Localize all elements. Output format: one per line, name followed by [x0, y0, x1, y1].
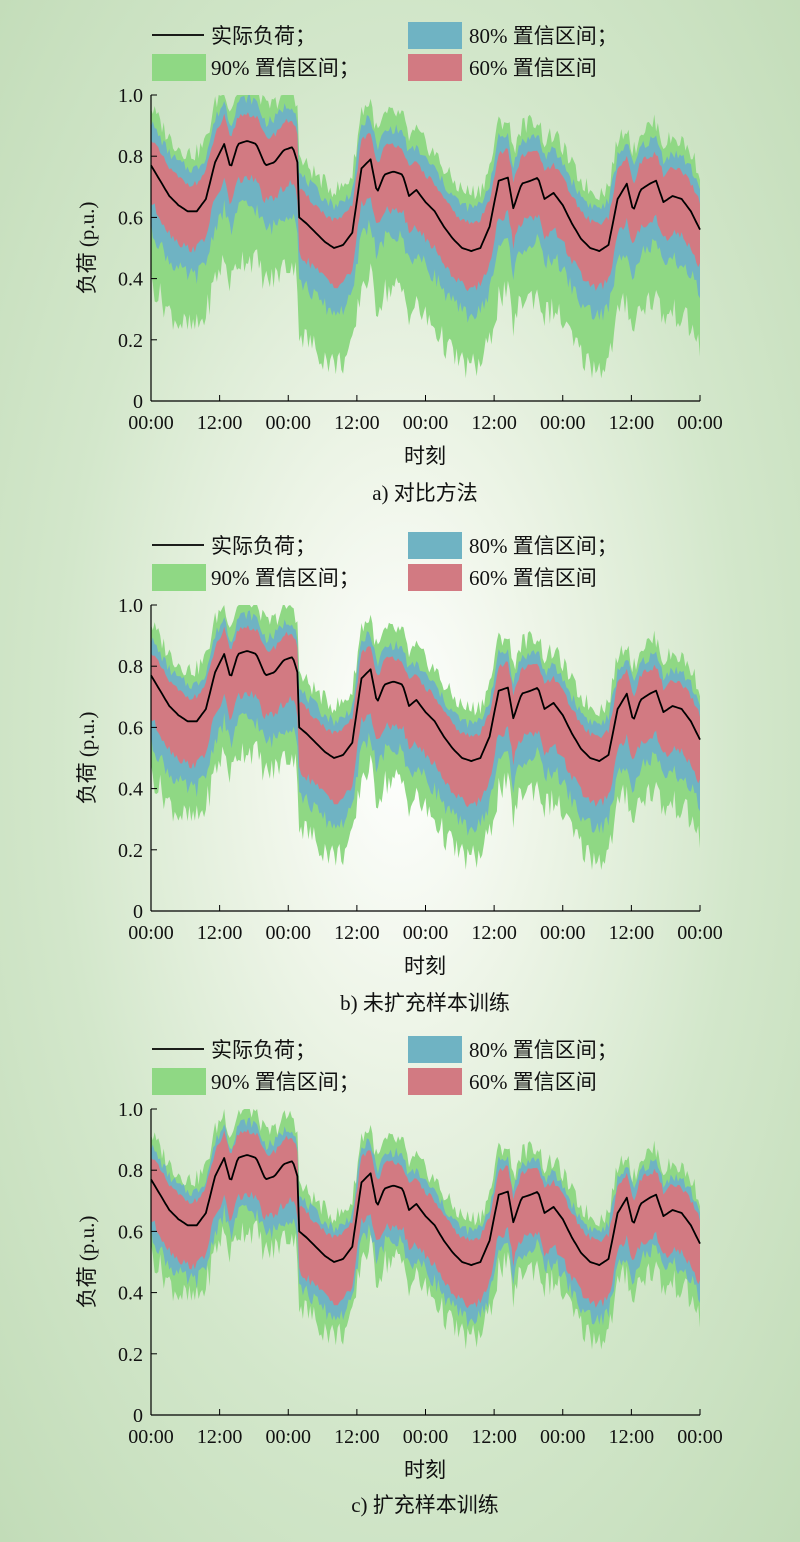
y-tick-label: 0.6 — [118, 717, 143, 739]
ci60-band — [151, 625, 700, 808]
y-tick-label: 0.2 — [118, 840, 143, 862]
y-tick-label: 1.0 — [118, 1099, 143, 1121]
plot-area: 0 0.2 0.4 0.6 0.8 1.0 00:00 12:00 00:00 12:00 00:0… — [118, 1099, 723, 1448]
x-tick-label: 00:00 — [265, 922, 311, 944]
y-tick-label: 0 — [133, 1405, 143, 1427]
legend-ci60-label: 60% 置信区间 — [469, 56, 597, 80]
x-tick-label: 12:00 — [609, 922, 655, 944]
x-tick-label: 00:00 — [677, 1426, 723, 1448]
x-tick-label: 00:00 — [265, 412, 311, 434]
x-tick-label: 12:00 — [471, 922, 517, 944]
y-tick-label: 0 — [133, 391, 143, 413]
x-tick-label: 00:00 — [128, 922, 174, 944]
x-tick-label: 00:00 — [128, 1426, 174, 1448]
y-tick-label: 0.2 — [118, 330, 143, 352]
x-tick-label: 12:00 — [609, 1426, 655, 1448]
y-tick-label: 0.6 — [118, 1221, 143, 1243]
y-tick-label: 0 — [133, 901, 143, 923]
legend-ci90-label: 90% 置信区间； — [211, 566, 360, 590]
legend-ci60-label: 60% 置信区间 — [469, 1070, 597, 1094]
legend-actual-label: 实际负荷； — [211, 24, 316, 48]
x-tick-label: 00:00 — [677, 412, 723, 434]
x-tick-label: 00:00 — [540, 412, 586, 434]
x-tick-label: 12:00 — [334, 1426, 380, 1448]
legend-ci80-label: 80% 置信区间； — [469, 1038, 618, 1062]
x-tick-label: 00:00 — [403, 922, 449, 944]
y-axis-title: 负荷 (p.u.) — [75, 1216, 99, 1309]
y-axis-title: 负荷 (p.u.) — [75, 202, 99, 295]
y-tick-label: 0.6 — [118, 207, 143, 229]
y-tick-label: 0.4 — [118, 779, 143, 801]
legend: 实际负荷； 80% 置信区间； 90% 置信区间； 60% 置信区间 — [152, 532, 618, 591]
x-tick-label: 00:00 — [265, 1426, 311, 1448]
plot-area: 0 0.2 0.4 0.6 0.8 1.0 00:00 12:00 00:00 12:00 00:0… — [118, 595, 723, 944]
x-tick-label: 12:00 — [609, 412, 655, 434]
x-tick-label: 00:00 — [540, 1426, 586, 1448]
x-tick-label: 12:00 — [197, 1426, 243, 1448]
ci60-band — [151, 1129, 700, 1309]
legend-ci90-label: 90% 置信区间； — [211, 1070, 360, 1094]
panel-c: 实际负荷； 80% 置信区间； 90% 置信区间； 60% 置信区间 00.20… — [75, 1036, 723, 1517]
actual-load-line — [150, 1154, 701, 1266]
y-tick-label: 0.8 — [118, 146, 143, 168]
legend-ci60-swatch — [408, 54, 462, 81]
y-tick-label: 1.0 — [118, 85, 143, 107]
actual-load-line — [150, 140, 701, 252]
legend-ci80-swatch — [408, 532, 462, 559]
x-tick-label: 00:00 — [403, 1426, 449, 1448]
legend-ci90-swatch — [152, 54, 206, 81]
x-tick-label: 12:00 — [471, 1426, 517, 1448]
x-axis-title: 时刻 — [404, 954, 446, 978]
y-tick-label: 0.4 — [118, 269, 143, 291]
legend: 实际负荷； 80% 置信区间； 90% 置信区间； 60% 置信区间 — [152, 22, 618, 81]
legend: 实际负荷； 80% 置信区间； 90% 置信区间； 60% 置信区间 — [152, 1036, 618, 1095]
y-tick-label: 1.0 — [118, 595, 143, 617]
legend-ci80-label: 80% 置信区间； — [469, 534, 618, 558]
x-tick-label: 00:00 — [128, 412, 174, 434]
x-tick-label: 12:00 — [334, 412, 380, 434]
y-tick-label: 0.2 — [118, 1344, 143, 1366]
legend-ci90-swatch — [152, 1068, 206, 1095]
legend-ci90-swatch — [152, 564, 206, 591]
x-axis-title: 时刻 — [404, 1458, 446, 1482]
x-tick-label: 12:00 — [197, 922, 243, 944]
legend-ci80-label: 80% 置信区间； — [469, 24, 618, 48]
y-axis-title: 负荷 (p.u.) — [75, 712, 99, 805]
y-tick-label: 0.4 — [118, 1283, 143, 1305]
y-tick-label: 0.8 — [118, 1160, 143, 1182]
legend-ci80-swatch — [408, 1036, 462, 1063]
x-tick-label: 12:00 — [197, 412, 243, 434]
x-tick-label: 12:00 — [471, 412, 517, 434]
x-tick-label: 00:00 — [677, 922, 723, 944]
x-tick-label: 00:00 — [403, 412, 449, 434]
legend-ci80-swatch — [408, 22, 462, 49]
x-tick-label: 00:00 — [540, 922, 586, 944]
legend-actual-label: 实际负荷； — [211, 534, 316, 558]
legend-ci60-swatch — [408, 1068, 462, 1095]
legend-ci60-label: 60% 置信区间 — [469, 566, 597, 590]
legend-ci60-swatch — [408, 564, 462, 591]
x-tick-label: 12:00 — [334, 922, 380, 944]
panel-caption: c) 扩充样本训练 — [351, 1493, 499, 1517]
y-tick-label: 0.8 — [118, 656, 143, 678]
panel-a: 实际负荷； 80% 置信区间； 90% 置信区间； 60% 置信区间 00.20… — [75, 22, 723, 505]
x-axis-title: 时刻 — [404, 444, 446, 468]
legend-actual-label: 实际负荷； — [211, 1038, 316, 1062]
actual-load-line — [150, 650, 701, 762]
panel-b: 实际负荷； 80% 置信区间； 90% 置信区间； 60% 置信区间 00.20… — [75, 532, 723, 1015]
plot-area: 0 0.2 0.4 0.6 0.8 1.0 00:00 12:00 00:00 12:00 00:0… — [118, 85, 723, 434]
legend-ci90-label: 90% 置信区间； — [211, 56, 360, 80]
panel-caption: a) 对比方法 — [372, 481, 478, 505]
panel-caption: b) 未扩充样本训练 — [340, 991, 510, 1015]
